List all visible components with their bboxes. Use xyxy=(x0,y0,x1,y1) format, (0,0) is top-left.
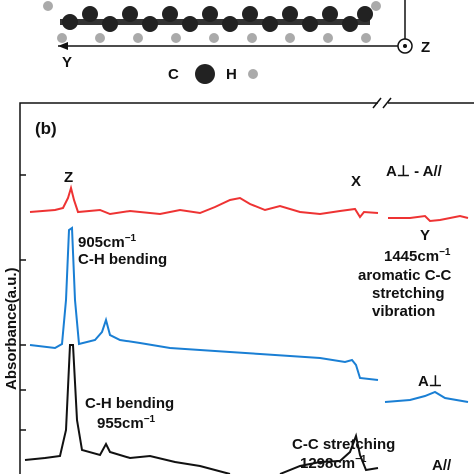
black-spectrum xyxy=(24,344,379,474)
peak-955-label: 955cm−1 xyxy=(97,414,156,432)
peak-1445-line: vibration xyxy=(372,303,435,320)
blue-spectrum xyxy=(29,226,379,381)
red-spectrum-right xyxy=(388,214,469,223)
parallel-label: A// xyxy=(432,457,452,474)
z-axis-dot xyxy=(403,44,407,48)
y-axis-title: Absorbance(a.u.) xyxy=(3,267,20,390)
wavenumber: 905cm xyxy=(78,234,125,251)
peak-905-mode: C-H bending xyxy=(78,251,167,268)
carbon-label: C xyxy=(168,66,179,83)
hydrogen-atom xyxy=(248,69,258,79)
panel-label: (b) xyxy=(35,119,57,138)
panel-frame xyxy=(19,97,474,474)
dichroism-label: A⊥ - A// xyxy=(386,163,443,180)
exponent: −1 xyxy=(439,247,451,258)
blue-spectrum-right xyxy=(384,390,469,403)
wavenumber: 1445cm xyxy=(384,248,439,265)
red-spectrum xyxy=(29,184,379,219)
z-axis-symbol xyxy=(397,38,413,54)
peak-1298-mode: C-C stretching xyxy=(292,436,395,453)
exponent: −1 xyxy=(125,233,137,244)
peak-1298-label: 1298cm−1 xyxy=(300,454,367,472)
exponent: −1 xyxy=(355,454,367,465)
carbon-atom xyxy=(195,64,215,84)
peak-x-label: X xyxy=(351,173,361,190)
peak-1445-label: 1445cm−1 xyxy=(384,247,451,265)
peak-1445-line: aromatic C-C xyxy=(358,267,452,284)
hydrogen-label: H xyxy=(226,66,237,83)
z-axis-label: Z xyxy=(421,39,430,56)
peak-y-label: Y xyxy=(420,227,430,244)
peak-z-label: Z xyxy=(64,169,73,186)
peak-1445-line: stretching xyxy=(372,285,445,302)
molecule xyxy=(43,1,381,43)
exponent: −1 xyxy=(144,414,156,425)
peak-955-mode: C-H bending xyxy=(85,395,174,412)
arrowhead xyxy=(58,42,68,50)
y-axis-label: Y xyxy=(62,54,72,71)
perp-label: A⊥ xyxy=(418,373,442,390)
wavenumber: 1298cm xyxy=(300,455,355,472)
wavenumber: 955cm xyxy=(97,415,144,432)
peak-905-label: 905cm−1 xyxy=(78,233,137,251)
